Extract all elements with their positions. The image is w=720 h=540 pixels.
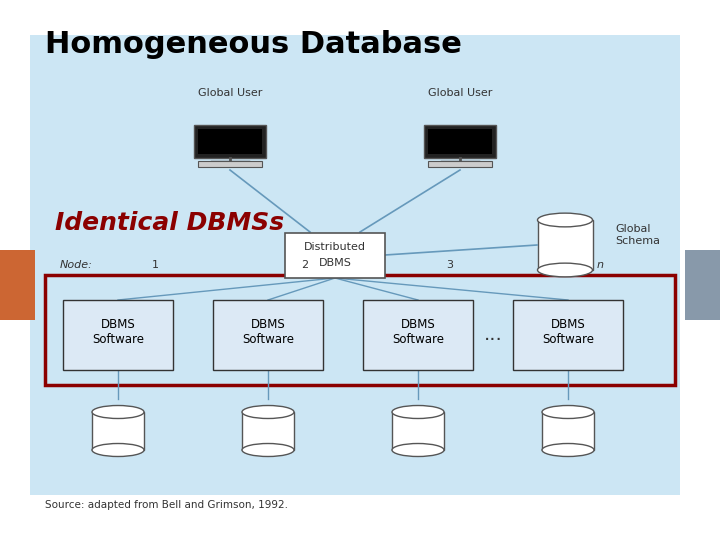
Text: 3: 3	[446, 260, 454, 270]
Text: Global
Schema: Global Schema	[615, 224, 660, 246]
Ellipse shape	[242, 406, 294, 419]
Ellipse shape	[242, 443, 294, 456]
Text: Global User: Global User	[198, 88, 262, 98]
Polygon shape	[92, 412, 144, 450]
Bar	[428, 129, 492, 154]
Bar	[424, 125, 496, 158]
Bar	[198, 129, 262, 154]
Text: 2: 2	[302, 260, 309, 270]
Text: Identical DBMSs: Identical DBMSs	[55, 211, 284, 235]
Bar	[285, 233, 385, 278]
Ellipse shape	[542, 443, 594, 456]
Bar	[45, 275, 675, 385]
Text: Distributed: Distributed	[304, 242, 366, 252]
Text: Node:: Node:	[60, 260, 93, 270]
Text: DBMS
Software: DBMS Software	[542, 318, 594, 346]
Bar	[30, 35, 680, 495]
Text: 1: 1	[151, 260, 158, 270]
Bar	[428, 161, 492, 167]
Ellipse shape	[538, 263, 593, 277]
Text: DBMS: DBMS	[318, 258, 351, 268]
Bar	[194, 125, 266, 158]
Text: Global User: Global User	[428, 88, 492, 98]
Polygon shape	[538, 220, 593, 270]
Text: ...: ...	[484, 326, 503, 345]
Text: DBMS
Software: DBMS Software	[392, 318, 444, 346]
Ellipse shape	[392, 406, 444, 419]
Bar	[213, 300, 323, 370]
Bar	[363, 300, 473, 370]
Bar	[63, 300, 173, 370]
Bar	[685, 250, 720, 320]
Text: DBMS
Software: DBMS Software	[92, 318, 144, 346]
Ellipse shape	[92, 443, 144, 456]
Ellipse shape	[92, 406, 144, 419]
Text: DBMS
Software: DBMS Software	[242, 318, 294, 346]
Ellipse shape	[392, 443, 444, 456]
Bar	[513, 300, 623, 370]
Bar	[197, 161, 262, 167]
Text: n: n	[596, 260, 603, 270]
Polygon shape	[542, 412, 594, 450]
Ellipse shape	[538, 213, 593, 227]
Bar	[0, 250, 35, 320]
Text: Homogeneous Database: Homogeneous Database	[45, 30, 462, 59]
Ellipse shape	[542, 406, 594, 419]
Text: Source: adapted from Bell and Grimson, 1992.: Source: adapted from Bell and Grimson, 1…	[45, 500, 288, 510]
Polygon shape	[392, 412, 444, 450]
Polygon shape	[242, 412, 294, 450]
